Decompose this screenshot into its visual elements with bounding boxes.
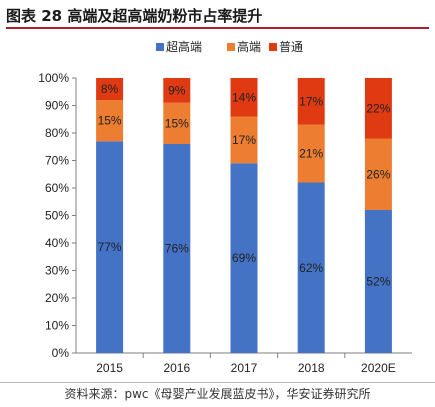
bar-segment	[163, 78, 191, 103]
y-tick-label: 20%	[45, 291, 69, 305]
data-label: 62%	[299, 261, 323, 275]
bar-segment	[163, 144, 191, 353]
chart-svg: 超高端 高端 普通 0% 10% 20% 30% 40% 50% 60% 70% 80% 90% 100%…	[38, 39, 412, 375]
data-label: 15%	[165, 116, 189, 130]
y-tick-label: 80%	[45, 126, 69, 140]
x-tick-label: 2020E	[361, 361, 396, 375]
data-label: 9%	[168, 83, 186, 97]
y-tick-label: 30%	[45, 264, 69, 278]
data-label: 21%	[299, 147, 323, 161]
bar-segment	[297, 124, 325, 183]
bar-segment	[364, 78, 392, 139]
bar-segment	[230, 78, 258, 117]
data-label: 14%	[232, 90, 256, 104]
y-tick-label: 50%	[45, 209, 69, 223]
data-label: 17%	[299, 94, 323, 108]
y-tick-label: 60%	[45, 181, 69, 195]
y-tick-label: 90%	[45, 99, 69, 113]
data-label: 69%	[232, 251, 256, 265]
bar-segment	[96, 100, 124, 142]
x-tick-label: 2018	[298, 361, 325, 375]
y-tick-label: 40%	[45, 236, 69, 250]
bar-segment	[163, 102, 191, 144]
data-label: 77%	[98, 240, 122, 254]
x-tick-label: 2016	[163, 361, 190, 375]
legend-label: 普通	[279, 40, 303, 54]
figure-title: 图表 28 高端及超高端奶粉市占率提升	[6, 3, 429, 29]
y-tick-label: 0%	[52, 346, 70, 360]
legend-swatch	[227, 43, 235, 51]
y-tick-label: 70%	[45, 154, 69, 168]
x-tick-label: 2015	[96, 361, 123, 375]
y-tick-label: 100%	[38, 71, 69, 85]
data-label: 26%	[366, 167, 390, 181]
legend-swatch	[156, 43, 164, 51]
data-label: 8%	[101, 82, 119, 96]
data-label: 17%	[232, 133, 256, 147]
data-label: 76%	[165, 242, 189, 256]
data-label: 22%	[366, 101, 390, 115]
bar-segment	[297, 182, 325, 353]
bar-segment	[230, 163, 258, 353]
y-tick-label: 10%	[45, 319, 69, 333]
data-label: 15%	[98, 114, 122, 128]
legend-label: 高端	[237, 39, 261, 54]
x-tick-label: 2017	[231, 361, 258, 375]
bar-segment	[230, 116, 258, 164]
legend-swatch	[269, 43, 277, 51]
source-note: 资料来源：pwc《母婴产业发展蓝皮书》，华安证券研究所	[0, 382, 435, 405]
bar-segment	[96, 141, 124, 353]
bar-segment	[297, 78, 325, 125]
bar-segment	[364, 210, 392, 353]
bar-segment	[364, 138, 392, 210]
stacked-bar-chart: 超高端 高端 普通 0% 10% 20% 30% 40% 50% 60% 70% 80% 90% 100%…	[0, 36, 435, 380]
data-label: 52%	[366, 275, 390, 289]
bar-segment	[96, 78, 124, 100]
legend-label: 超高端	[166, 39, 202, 54]
